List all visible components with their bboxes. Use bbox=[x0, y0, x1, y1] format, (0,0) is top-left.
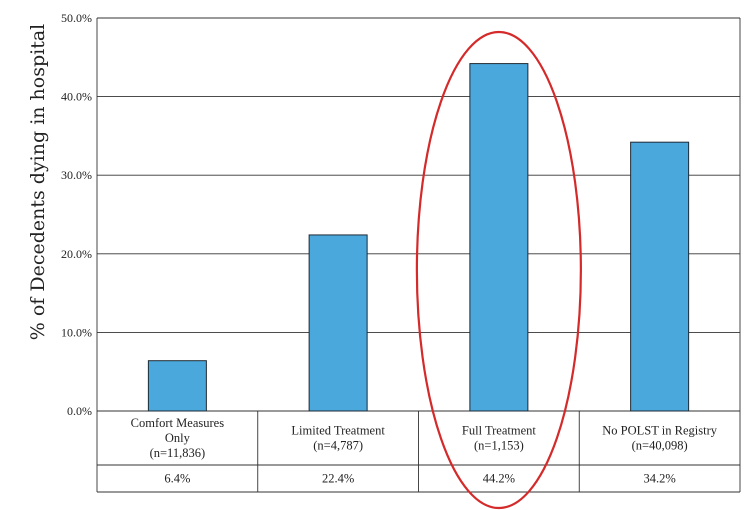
bar bbox=[147, 360, 207, 412]
data-label: 34.2% bbox=[643, 472, 675, 486]
y-tick-label: 10.0% bbox=[61, 325, 92, 339]
category-label: No POLST in Registry bbox=[602, 424, 717, 438]
data-label: 6.4% bbox=[164, 472, 190, 486]
category-label: (n=1,153) bbox=[474, 439, 524, 453]
y-tick-label: 30.0% bbox=[61, 168, 92, 182]
highlight-annotation bbox=[415, 30, 582, 510]
category-label: (n=11,836) bbox=[150, 446, 206, 460]
bar bbox=[308, 234, 368, 412]
y-tick-label: 0.0% bbox=[67, 404, 92, 418]
gridlines bbox=[96, 17, 741, 492]
data-label: 44.2% bbox=[483, 472, 515, 486]
y-tick-label: 40.0% bbox=[61, 90, 92, 104]
bar bbox=[469, 63, 529, 412]
y-tick-label: 20.0% bbox=[61, 247, 92, 261]
y-tick-labels: 0.0% 10.0% 20.0% 30.0% 40.0% 50.0% bbox=[61, 11, 92, 418]
category-label: Full Treatment bbox=[462, 424, 536, 438]
category-label: Comfort Measures bbox=[131, 416, 225, 430]
y-axis-label: % of Decedents dying in hospital bbox=[27, 24, 49, 341]
bar bbox=[630, 141, 690, 412]
category-label: (n=4,787) bbox=[313, 439, 363, 453]
category-label: (n=40,098) bbox=[632, 439, 688, 453]
data-label: 22.4% bbox=[322, 472, 354, 486]
category-label: Only bbox=[165, 431, 191, 445]
y-tick-label: 50.0% bbox=[61, 11, 92, 25]
highlight-ellipse bbox=[415, 30, 582, 510]
category-label: Limited Treatment bbox=[291, 424, 385, 438]
bars bbox=[147, 63, 690, 412]
